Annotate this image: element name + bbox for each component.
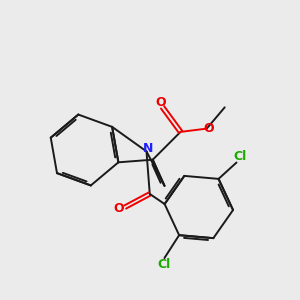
Text: O: O	[203, 122, 214, 135]
Text: Cl: Cl	[233, 150, 246, 163]
Text: O: O	[156, 96, 166, 109]
Text: N: N	[143, 142, 153, 155]
Text: O: O	[113, 202, 124, 215]
Text: Cl: Cl	[158, 258, 171, 271]
